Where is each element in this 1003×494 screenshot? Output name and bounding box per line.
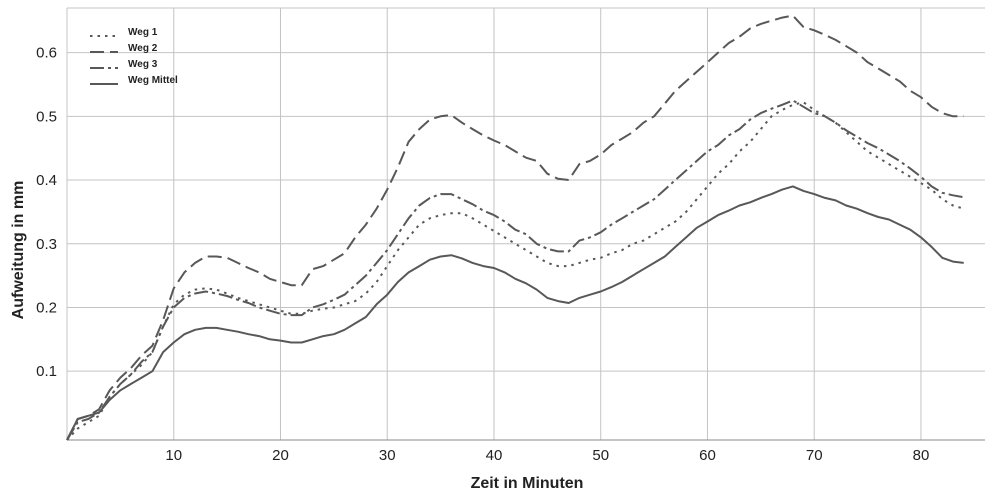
legend-label: Weg 2 <box>128 43 158 54</box>
tick-labels: 10 20 30 40 50 60 70 80 0.1 0.2 0.3 0.4 0.5 0.6 <box>36 45 929 464</box>
y-tick-label: 0.5 <box>36 108 57 125</box>
series-line <box>66 99 964 441</box>
series-line <box>66 101 964 441</box>
x-tick-label: 30 <box>379 447 396 464</box>
legend-label: Weg Mittel <box>128 75 178 86</box>
series-group <box>66 14 964 441</box>
y-tick-label: 0.3 <box>36 236 57 253</box>
x-tick-label: 20 <box>272 447 289 464</box>
y-tick-label: 0.4 <box>36 172 57 189</box>
x-axis-title: Zeit in Minuten <box>471 475 584 492</box>
y-tick-label: 0.1 <box>36 363 57 380</box>
y-tick-label: 0.6 <box>36 45 57 62</box>
x-tick-label: 80 <box>913 447 930 464</box>
x-tick-label: 60 <box>699 447 716 464</box>
series-line <box>66 185 964 441</box>
y-tick-label: 0.2 <box>36 299 57 316</box>
x-tick-label: 40 <box>486 447 503 464</box>
y-axis-title: Aufweitung in mm <box>10 181 27 320</box>
x-tick-label: 50 <box>592 447 609 464</box>
series-line <box>66 14 964 441</box>
legend-label: Weg 3 <box>128 59 158 70</box>
legend: Weg 1 Weg 2 Weg 3 Weg Mittel <box>90 27 178 86</box>
x-tick-label: 10 <box>165 447 182 464</box>
legend-label: Weg 1 <box>128 27 158 38</box>
x-tick-label: 70 <box>806 447 823 464</box>
grid <box>66 7 985 440</box>
